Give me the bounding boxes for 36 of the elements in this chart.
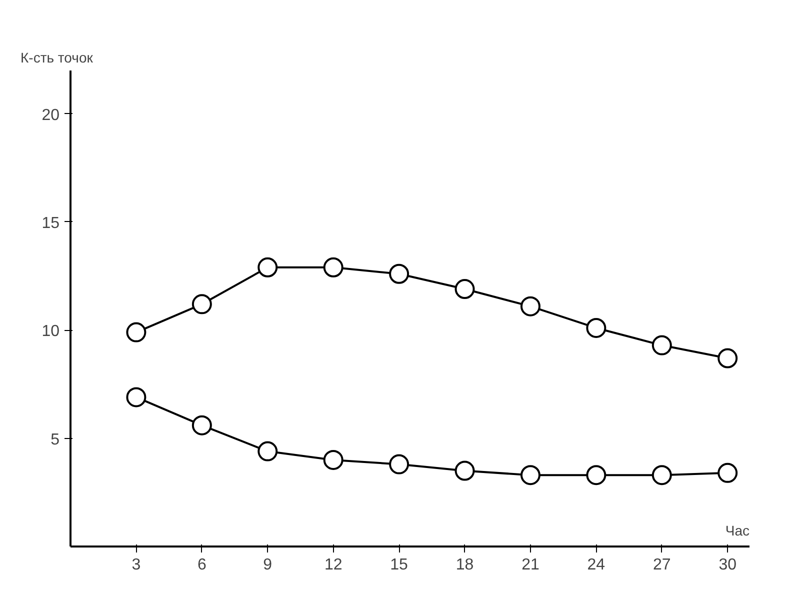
point — [192, 294, 212, 314]
x-tick-label: 27 — [652, 556, 671, 574]
y-tick-label: 20 — [42, 106, 60, 124]
point — [126, 387, 146, 408]
point — [258, 257, 278, 278]
point — [323, 257, 344, 278]
x-tick-label: 9 — [263, 556, 272, 574]
x-tick-label: 15 — [390, 556, 408, 574]
x-tick-label: 3 — [132, 556, 141, 574]
y-tick-label: 15 — [42, 214, 60, 232]
point — [586, 318, 606, 338]
y-tick-label: 5 — [50, 431, 60, 448]
point — [718, 462, 738, 483]
y-tick-label: 10 — [42, 323, 60, 340]
point — [389, 264, 410, 284]
point — [389, 454, 410, 474]
x-tick-label: 6 — [197, 556, 206, 574]
point — [718, 348, 738, 368]
point — [652, 335, 672, 356]
x-axis-title: Час — [725, 522, 750, 538]
point — [520, 296, 540, 316]
point — [652, 465, 672, 486]
point — [520, 465, 540, 486]
point — [586, 465, 606, 486]
point — [454, 460, 475, 481]
x-tick-label: 24 — [587, 556, 606, 574]
x-tick-label: 30 — [718, 556, 737, 574]
point — [454, 279, 475, 300]
point — [126, 322, 146, 342]
y-axis-title: К-сть точок — [20, 50, 94, 66]
point — [323, 450, 344, 470]
point — [192, 415, 212, 436]
x-tick-label: 18 — [456, 556, 474, 574]
point — [258, 441, 278, 462]
x-tick-label: 21 — [522, 556, 540, 574]
x-tick-label: 12 — [324, 556, 342, 574]
